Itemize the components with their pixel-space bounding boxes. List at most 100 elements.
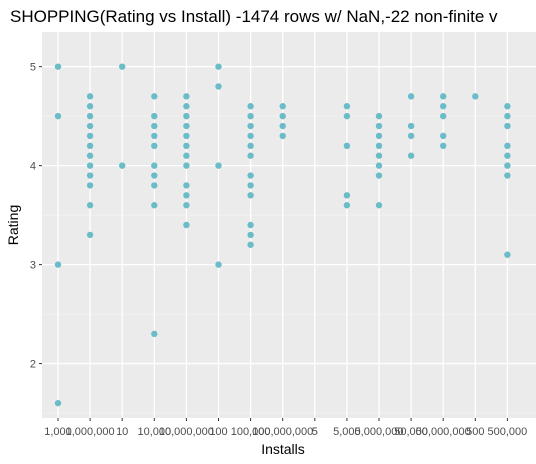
data-point — [247, 112, 254, 120]
data-point — [247, 192, 254, 199]
data-point — [86, 93, 94, 100]
data-point — [151, 142, 158, 150]
data-point — [247, 142, 254, 150]
data-points — [54, 63, 511, 407]
data-point — [183, 192, 190, 199]
data-point — [183, 93, 190, 100]
data-point — [151, 330, 158, 338]
data-point — [86, 142, 94, 150]
data-point — [183, 112, 190, 120]
y-tick-label: 2 — [30, 359, 36, 371]
data-point — [86, 182, 94, 189]
grid-minor — [42, 115, 536, 414]
data-point — [504, 162, 511, 169]
x-tick-label: 50,000,000 — [416, 426, 471, 438]
x-tick-label: 10 — [116, 426, 128, 438]
x-tick-label: 1,000,000 — [66, 426, 115, 438]
data-point — [183, 182, 190, 189]
y-tick-label: 4 — [30, 161, 36, 173]
data-point — [151, 202, 158, 209]
data-point — [183, 221, 190, 229]
data-point — [504, 251, 511, 258]
data-point — [375, 142, 383, 150]
data-point — [279, 132, 286, 140]
data-point — [247, 152, 254, 159]
data-point — [440, 112, 447, 120]
data-point — [86, 112, 94, 120]
data-point — [247, 241, 254, 248]
data-point — [151, 172, 158, 179]
y-axis-ticks: 2 3 4 5 — [30, 62, 42, 371]
data-point — [183, 132, 190, 140]
data-point — [504, 172, 511, 179]
chart-title: SHOPPING(Rating vs Install) -1474 rows w… — [10, 7, 498, 26]
data-point — [375, 132, 383, 140]
data-point — [247, 231, 254, 239]
data-point — [440, 132, 447, 140]
x-tick-label: 5,000,000 — [355, 426, 404, 438]
data-point — [279, 103, 286, 110]
data-point — [215, 261, 222, 268]
data-point — [151, 122, 158, 130]
data-point — [440, 142, 447, 150]
data-point — [504, 152, 511, 159]
y-tick-label: 5 — [30, 62, 36, 74]
data-point — [183, 162, 190, 169]
data-point — [86, 152, 94, 159]
data-point — [86, 202, 94, 209]
data-point — [343, 112, 351, 120]
x-tick-label: 10,000,000 — [159, 426, 214, 438]
y-tick-label: 3 — [30, 260, 36, 272]
data-point — [86, 162, 94, 169]
data-point — [86, 172, 94, 179]
data-point — [86, 132, 94, 140]
data-point — [183, 103, 190, 110]
x-tick-label: 50,000 — [394, 426, 428, 438]
x-tick-label: 100,000,000 — [252, 426, 313, 438]
data-point — [504, 112, 511, 120]
data-point — [375, 152, 383, 159]
data-point — [343, 202, 351, 209]
data-point — [504, 103, 511, 110]
data-point — [54, 112, 62, 120]
data-point — [86, 103, 94, 110]
data-point — [119, 63, 126, 70]
data-point — [151, 132, 158, 140]
data-point — [375, 112, 383, 120]
data-point — [407, 152, 415, 159]
data-point — [247, 132, 254, 140]
data-point — [407, 93, 415, 100]
data-point — [183, 152, 190, 159]
x-tick-label: 500 — [466, 426, 484, 438]
data-point — [54, 399, 62, 407]
data-point — [504, 142, 511, 150]
data-point — [375, 122, 383, 130]
x-tick-label: 5,000 — [333, 426, 361, 438]
data-point — [151, 112, 158, 120]
data-point — [247, 122, 254, 130]
data-point — [407, 132, 415, 140]
data-point — [151, 182, 158, 189]
data-point — [247, 182, 254, 189]
data-point — [247, 221, 254, 229]
data-point — [247, 103, 254, 110]
data-point — [119, 162, 126, 169]
data-point — [183, 202, 190, 209]
data-point — [215, 63, 222, 70]
x-tick-label: 10,000 — [137, 426, 171, 438]
data-point — [215, 83, 222, 90]
plot-panel — [42, 32, 536, 418]
x-axis-title: Installs — [261, 441, 305, 457]
data-point — [343, 142, 351, 150]
data-point — [86, 122, 94, 130]
x-tick-label: 1,000 — [44, 426, 72, 438]
data-point — [472, 93, 479, 100]
y-axis-title: Rating — [5, 205, 21, 245]
data-point — [151, 162, 158, 169]
data-point — [86, 231, 94, 239]
x-tick-label: 5 — [312, 426, 318, 438]
data-point — [343, 192, 351, 199]
data-point — [215, 162, 222, 169]
